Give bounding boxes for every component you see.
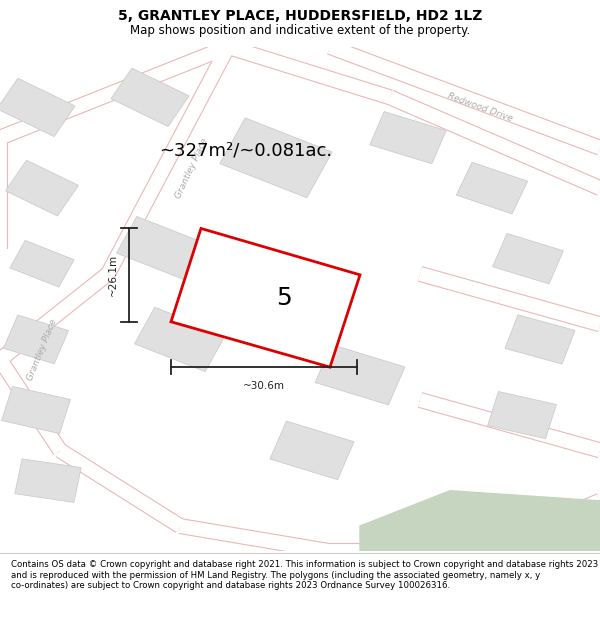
Polygon shape	[270, 421, 354, 479]
Text: ~30.6m: ~30.6m	[243, 381, 285, 391]
Polygon shape	[116, 216, 208, 281]
Polygon shape	[2, 386, 70, 434]
Text: Map shows position and indicative extent of the property.: Map shows position and indicative extent…	[130, 24, 470, 36]
Text: Grantley Place: Grantley Place	[174, 136, 210, 199]
Polygon shape	[505, 315, 575, 364]
Polygon shape	[315, 344, 405, 405]
Polygon shape	[360, 491, 600, 551]
Text: Grantley Place: Grantley Place	[26, 318, 58, 382]
Polygon shape	[15, 459, 81, 503]
Text: ~327m²/~0.081ac.: ~327m²/~0.081ac.	[160, 141, 332, 159]
Polygon shape	[493, 234, 563, 284]
Polygon shape	[5, 160, 79, 216]
Polygon shape	[171, 229, 360, 367]
Polygon shape	[370, 112, 446, 164]
Polygon shape	[111, 68, 189, 126]
Polygon shape	[10, 241, 74, 287]
Polygon shape	[0, 78, 75, 136]
Polygon shape	[457, 162, 527, 214]
Text: 5, GRANTLEY PLACE, HUDDERSFIELD, HD2 1LZ: 5, GRANTLEY PLACE, HUDDERSFIELD, HD2 1LZ	[118, 9, 482, 23]
Text: ~26.1m: ~26.1m	[108, 254, 118, 296]
Polygon shape	[4, 315, 68, 364]
Polygon shape	[134, 308, 226, 371]
Text: Contains OS data © Crown copyright and database right 2021. This information is : Contains OS data © Crown copyright and d…	[11, 560, 598, 590]
Text: Redwood Drive: Redwood Drive	[446, 91, 514, 123]
Polygon shape	[488, 391, 556, 439]
Polygon shape	[220, 118, 332, 198]
Text: 5: 5	[275, 286, 292, 310]
